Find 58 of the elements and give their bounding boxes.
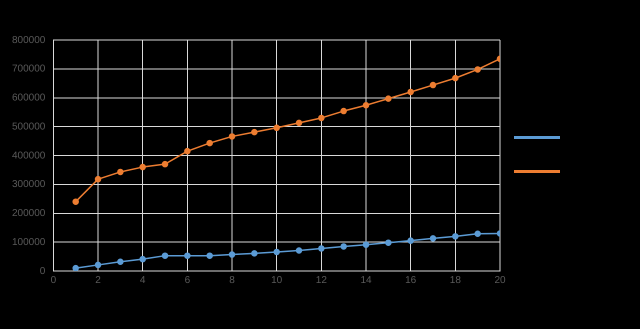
x-tick-label: 20 xyxy=(494,274,506,286)
point xyxy=(340,243,347,250)
x-tick-label: 6 xyxy=(184,274,191,286)
y-tick-label: 0 xyxy=(40,266,46,277)
point xyxy=(251,250,258,257)
point xyxy=(430,235,436,242)
x-tick-label: 12 xyxy=(316,274,328,286)
point xyxy=(474,66,481,73)
y-tick-label: 200000 xyxy=(12,208,46,219)
point xyxy=(452,74,459,82)
point xyxy=(362,241,370,248)
point xyxy=(206,140,213,146)
x-tick-label: 0 xyxy=(50,274,57,286)
y-tick-label: 500000 xyxy=(12,121,46,132)
point xyxy=(117,258,124,266)
point xyxy=(318,114,325,122)
point xyxy=(94,262,102,268)
point xyxy=(139,256,146,262)
y-tick-label: 600000 xyxy=(12,92,46,104)
x-tick-label: 8 xyxy=(229,274,236,286)
point xyxy=(273,124,280,132)
point xyxy=(407,88,414,96)
x-tick-label: 18 xyxy=(450,274,462,286)
point xyxy=(407,237,414,244)
point xyxy=(452,233,459,240)
x-tick-label: 16 xyxy=(405,274,417,286)
point xyxy=(117,168,124,176)
y-tick-label: 100000 xyxy=(12,236,46,248)
point xyxy=(318,245,325,252)
point xyxy=(162,252,168,259)
point xyxy=(162,160,168,168)
point xyxy=(385,95,392,102)
point xyxy=(273,248,280,256)
point xyxy=(228,133,236,140)
y-tick-label: 400000 xyxy=(12,150,46,162)
point xyxy=(206,252,213,259)
x-tick-label: 2 xyxy=(95,274,102,286)
point xyxy=(94,176,102,182)
point xyxy=(184,252,191,259)
point xyxy=(385,239,392,246)
point xyxy=(296,120,302,126)
x-tick-label: 14 xyxy=(360,274,372,286)
point xyxy=(296,247,302,254)
x-tick-label: 4 xyxy=(140,274,146,286)
point xyxy=(251,128,258,136)
point xyxy=(139,164,146,170)
y-tick-label: 800000 xyxy=(12,34,46,46)
point xyxy=(184,148,191,154)
point xyxy=(228,251,236,258)
point xyxy=(430,82,436,88)
y-tick-label: 300000 xyxy=(12,179,46,190)
point xyxy=(340,108,347,114)
point xyxy=(474,230,481,237)
x-tick-label: 10 xyxy=(271,274,283,286)
y-tick-label: 700000 xyxy=(12,64,46,75)
point xyxy=(362,102,370,109)
point xyxy=(72,198,79,205)
point xyxy=(72,264,79,271)
